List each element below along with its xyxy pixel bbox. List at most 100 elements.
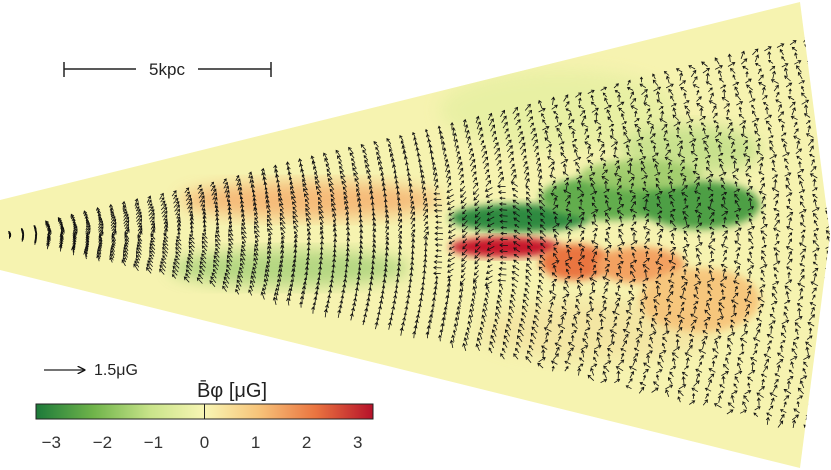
- field-arrow: [542, 125, 550, 131]
- field-arrow: [628, 290, 634, 297]
- field-arrow: [226, 194, 231, 202]
- field-arrow: [133, 263, 139, 272]
- field-arrow: [576, 168, 581, 175]
- field-arrow: [704, 155, 711, 159]
- field-arrow: [506, 323, 512, 331]
- field-arrow: [444, 301, 449, 308]
- field-arrow: [512, 211, 521, 217]
- field-arrow: [677, 390, 684, 397]
- field-arrow: [748, 238, 754, 245]
- field-arrow: [822, 170, 830, 175]
- field-arrow: [137, 241, 142, 248]
- field-arrow: [135, 258, 140, 264]
- field-arrow: [359, 240, 363, 248]
- field-arrow: [176, 236, 182, 242]
- field-arrow: [552, 264, 557, 273]
- field-arrow: [682, 255, 689, 263]
- field-arrow: [538, 99, 543, 109]
- field-arrow: [254, 234, 259, 242]
- colorbar-tick-label: −1: [144, 433, 163, 452]
- field-arrow: [224, 272, 230, 280]
- field-arrow: [557, 324, 566, 329]
- field-arrow: [636, 128, 641, 137]
- field-arrow: [659, 350, 667, 355]
- field-arrow: [268, 237, 272, 244]
- field-arrow: [484, 297, 489, 305]
- field-arrow: [795, 148, 803, 155]
- field-arrow: [313, 166, 318, 173]
- field-arrow: [541, 349, 546, 358]
- field-arrow: [524, 287, 530, 294]
- field-arrow: [211, 272, 217, 279]
- field-arrow: [751, 104, 756, 110]
- field-arrow: [740, 409, 747, 414]
- field-arrow: [410, 250, 415, 258]
- field-arrow: [807, 138, 814, 146]
- field-arrow: [579, 198, 583, 206]
- field-arrow: [538, 193, 545, 201]
- field-arrow: [188, 206, 193, 213]
- field-arrow: [682, 263, 689, 268]
- field-arrow: [439, 329, 443, 336]
- field-arrow: [385, 232, 389, 238]
- field-arrow: [822, 150, 828, 155]
- field-arrow: [683, 268, 687, 275]
- field-arrow: [201, 245, 208, 252]
- field-arrow: [497, 278, 506, 283]
- field-arrow: [707, 245, 716, 251]
- field-arrow: [813, 371, 822, 377]
- field-arrow: [717, 144, 722, 152]
- field-arrow: [560, 159, 569, 164]
- field-arrow: [124, 234, 130, 243]
- field-arrow: [410, 205, 415, 214]
- field-arrow: [501, 115, 507, 123]
- field-arrow: [510, 181, 518, 187]
- field-arrow: [734, 370, 743, 376]
- field-arrow: [593, 356, 597, 363]
- field-arrow: [682, 177, 687, 186]
- field-arrow: [767, 59, 774, 64]
- field-arrow: [683, 92, 687, 99]
- field-arrow: [447, 205, 455, 211]
- field-arrow: [785, 165, 789, 171]
- field-arrow: [767, 126, 772, 134]
- field-arrow: [580, 216, 585, 225]
- field-arrow: [748, 230, 754, 239]
- field-arrow: [787, 96, 795, 101]
- field-arrow: [684, 105, 691, 112]
- field-arrow: [305, 208, 311, 215]
- field-arrow: [705, 166, 712, 173]
- field-arrow: [622, 328, 631, 334]
- field-arrow: [163, 214, 168, 221]
- field-arrow: [472, 182, 479, 189]
- field-arrow: [677, 396, 681, 403]
- field-arrow: [630, 264, 636, 272]
- field-arrow: [124, 238, 129, 245]
- field-arrow: [276, 179, 280, 186]
- field-arrow: [770, 397, 775, 406]
- field-arrow: [774, 241, 780, 246]
- field-arrow: [520, 318, 526, 324]
- field-arrow: [638, 142, 644, 149]
- field-arrow: [445, 294, 450, 303]
- field-arrow: [773, 378, 779, 385]
- field-arrow: [513, 259, 520, 264]
- field-arrow: [396, 190, 401, 199]
- field-arrow: [410, 244, 415, 253]
- field-arrow: [642, 226, 651, 231]
- field-arrow: [773, 178, 778, 188]
- field-arrow: [417, 303, 422, 311]
- field-arrow: [747, 376, 754, 382]
- field-arrow: [573, 315, 578, 324]
- field-arrow: [639, 316, 645, 320]
- field-arrow: [754, 54, 759, 62]
- field-arrow: [755, 322, 762, 330]
- field-arrow: [280, 232, 285, 238]
- field-arrow: [272, 296, 277, 305]
- field-arrow: [745, 303, 750, 312]
- field-arrow: [577, 105, 584, 109]
- field-arrow: [590, 363, 598, 368]
- field-arrow: [603, 207, 612, 213]
- field-arrow: [722, 230, 729, 237]
- field-arrow: [731, 168, 740, 174]
